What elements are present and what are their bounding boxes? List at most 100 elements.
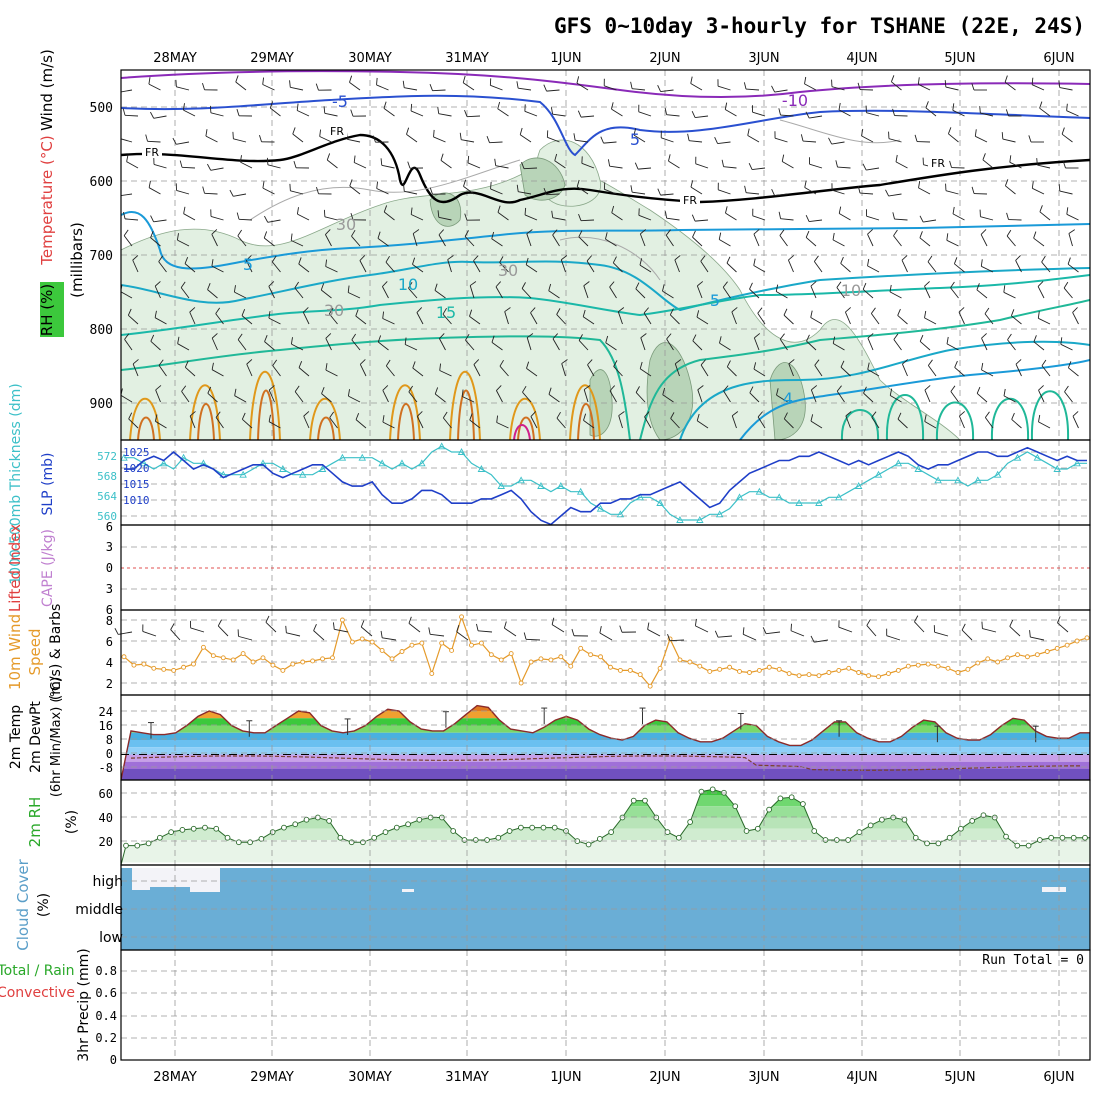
wind-barb-flag (272, 359, 278, 366)
wind-barb-flag (530, 411, 537, 417)
wind-speed-point (369, 639, 375, 645)
wind-barb-flag (182, 103, 185, 111)
thickness-marker (159, 459, 168, 467)
contour-label-bg (680, 194, 700, 206)
wind-speed-point (747, 670, 752, 675)
wind-barb-flag (757, 411, 763, 418)
temperature-contour (121, 210, 1090, 270)
thickness-marker (676, 516, 684, 523)
wind-barb-flag (810, 310, 813, 318)
wind-barb-flag (349, 179, 353, 187)
wind-barb (806, 340, 817, 351)
wind-speed-point (915, 662, 921, 668)
wind-barb-flag (836, 281, 842, 288)
cloud-gap (132, 868, 220, 892)
temp-curve (121, 704, 1090, 780)
wind-speed-point (320, 656, 326, 662)
date-label-top: 2JUN (649, 51, 680, 66)
wind-barb-flag (290, 233, 293, 241)
wind-barb (526, 367, 538, 377)
wind-barb-flag (552, 229, 558, 236)
wind-barb (530, 312, 538, 325)
wind-barb (1066, 110, 1079, 117)
wind-speed-point (806, 672, 812, 678)
wind-barb (833, 343, 845, 351)
wind-barb (177, 239, 190, 247)
lifted-index-tick: 0 (106, 561, 113, 575)
wind-speed-point (538, 656, 544, 662)
wind-barb-flag (667, 634, 671, 641)
wind-speed-point (608, 664, 613, 670)
wind-barb (211, 337, 218, 351)
wind-speed-point (677, 657, 683, 663)
wind-barb-flag (583, 413, 587, 421)
wind-barb-flag (961, 623, 966, 631)
wind-barb-flag (724, 102, 728, 110)
cape-ylabel-right: CAPE (J/kg) (40, 529, 56, 607)
wind-barb-flag (959, 411, 965, 417)
wind-barb (718, 635, 733, 638)
thickness-marker (457, 448, 466, 455)
wind-barb (524, 110, 538, 117)
wind-barb-flag (217, 619, 222, 627)
rh2m-point (630, 797, 637, 804)
wind-barb (359, 364, 367, 377)
wind-barb (268, 286, 275, 299)
cape-ylabel-left: Lifted Index (6, 524, 24, 612)
wind-barb (235, 81, 247, 91)
wind-barb-flag (633, 128, 637, 136)
wind-barb-flag (1039, 205, 1043, 212)
rh2m-point (833, 837, 840, 843)
wind-barb-flag (971, 83, 975, 91)
wind-barb (731, 415, 737, 429)
contour-label: FR (683, 194, 697, 207)
warm-contour (129, 397, 161, 440)
rh2m-point (326, 818, 332, 824)
thickness-marker (795, 499, 803, 506)
wind-barb (456, 631, 469, 641)
wind-barb-flag (726, 256, 731, 264)
wind-barb (779, 338, 788, 351)
wind-barb (813, 261, 823, 273)
wind-barb (776, 394, 788, 403)
wind-barb-flag (788, 359, 795, 365)
wind-barb-flag (892, 212, 895, 220)
wind-barb (660, 193, 674, 196)
wind-barb-flag (757, 307, 763, 314)
wind-barb-flag (434, 387, 439, 395)
wind-barb (385, 261, 395, 273)
wind-barb-flag (1058, 184, 1061, 192)
rh-contour (249, 159, 521, 221)
wind-barb-flag (611, 205, 615, 213)
rh2m-tick: 40 (99, 811, 113, 825)
wind-barb-flag (383, 101, 387, 109)
wind-barb (757, 416, 766, 429)
wind-barb (245, 260, 253, 273)
wind-barb (1039, 211, 1051, 221)
wind-barb-flag (440, 153, 444, 161)
wind-speed-point (1084, 635, 1090, 641)
wind-barb (837, 166, 851, 169)
rh2m-point (495, 834, 502, 841)
rh2m-point (687, 819, 693, 825)
contour-label: 5 (243, 255, 253, 274)
wind-barb (237, 339, 247, 351)
wind-barb (635, 392, 646, 403)
wind-barb-flag (262, 181, 265, 189)
wind-barb (126, 161, 139, 169)
wind-barb (788, 259, 794, 273)
wind-barb-flag (1033, 231, 1037, 239)
wind-barb (924, 421, 937, 429)
warm-contour-inner (197, 403, 215, 440)
wind-barb-flag (1029, 630, 1031, 638)
wind-barb-flag (325, 259, 328, 267)
wind-barb (382, 637, 397, 641)
wind-barb-flag (1041, 255, 1046, 263)
wind-barb-flag (183, 206, 186, 214)
wind-barb-flag (950, 281, 955, 289)
wind-barb (632, 88, 646, 91)
temperature-contour (121, 274, 1090, 336)
rh2m-point (766, 806, 772, 813)
wind-barb (246, 363, 253, 377)
wind-barb (696, 420, 709, 429)
